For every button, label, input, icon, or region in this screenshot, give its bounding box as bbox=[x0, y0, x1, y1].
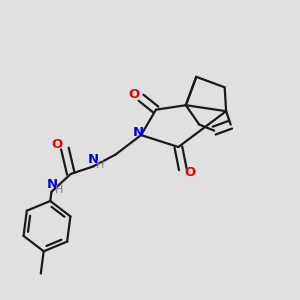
Text: N: N bbox=[133, 126, 144, 139]
Text: O: O bbox=[128, 88, 139, 101]
Text: N: N bbox=[46, 178, 58, 191]
Text: N: N bbox=[88, 153, 99, 167]
Text: H: H bbox=[96, 160, 104, 170]
Text: O: O bbox=[185, 166, 196, 179]
Text: H: H bbox=[55, 185, 63, 195]
Text: O: O bbox=[51, 138, 62, 152]
